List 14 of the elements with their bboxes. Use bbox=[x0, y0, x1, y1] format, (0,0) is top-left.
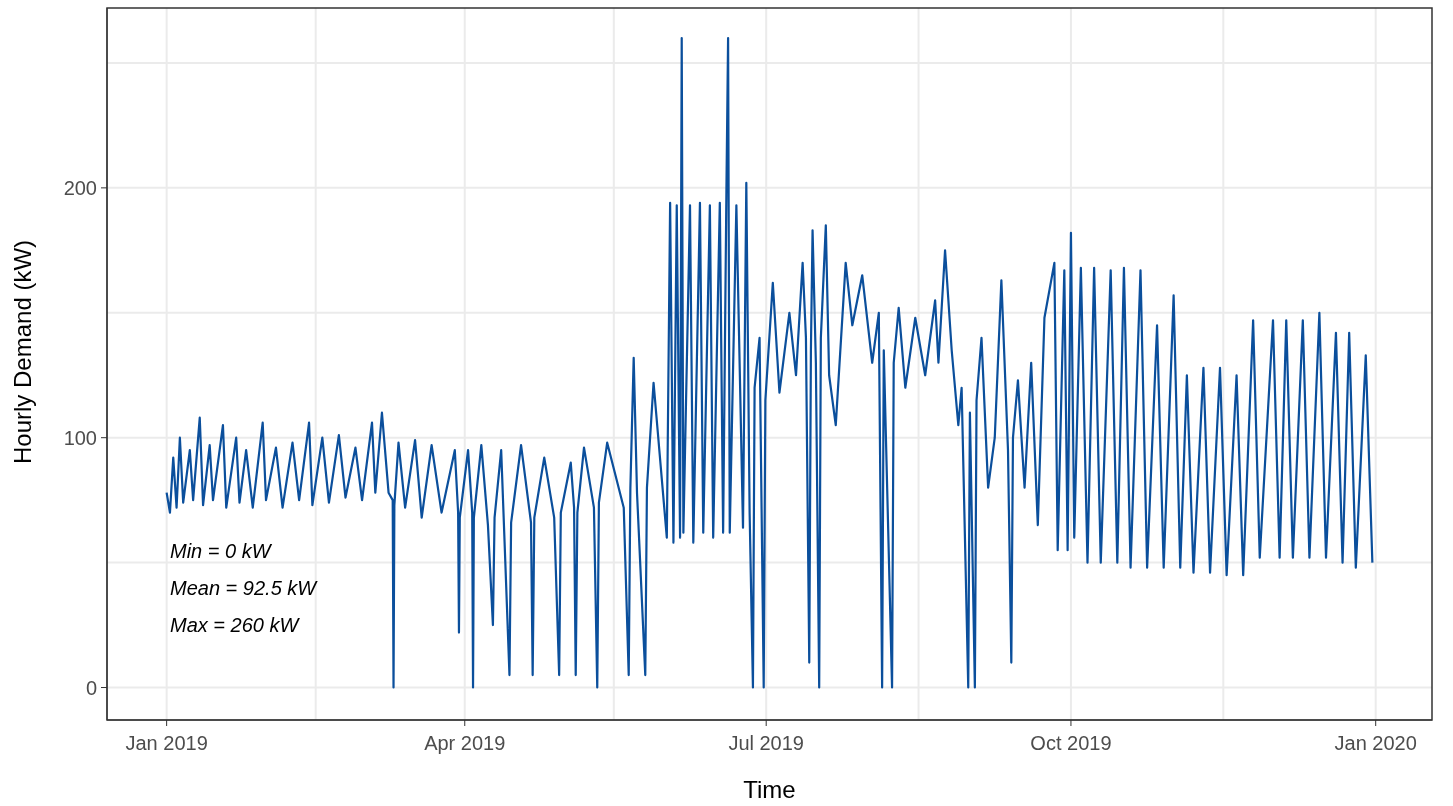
y-tick-label: 200 bbox=[63, 176, 97, 199]
x-axis-title: Time bbox=[743, 776, 796, 803]
annotation: Mean = 92.5 kW bbox=[170, 577, 317, 600]
x-tick-label: Apr 2019 bbox=[424, 732, 506, 754]
y-tick-label: 100 bbox=[63, 426, 97, 449]
x-tick-label: Jan 2020 bbox=[1334, 732, 1417, 754]
x-tick-label: Oct 2019 bbox=[1030, 732, 1112, 754]
x-tick-label: Jan 2019 bbox=[125, 732, 208, 754]
y-axis-title: Hourly Demand (kW) bbox=[8, 239, 36, 464]
x-tick-label: Jul 2019 bbox=[728, 732, 804, 754]
line-series bbox=[165, 36, 1374, 689]
annotation: Min = 0 kW bbox=[170, 540, 271, 563]
y-tick-label: 0 bbox=[85, 676, 97, 699]
annotation: Max = 260 kW bbox=[170, 614, 299, 637]
